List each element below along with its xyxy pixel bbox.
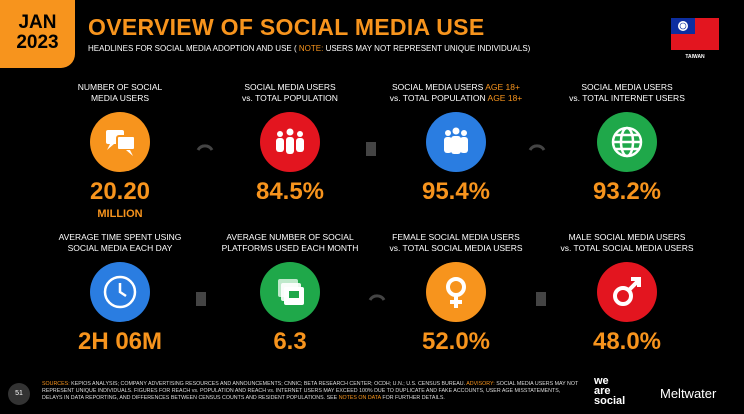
brand-we-are-social: we are social <box>594 375 626 407</box>
stat-icon <box>597 262 657 322</box>
country-label: TAIWAN <box>685 54 705 60</box>
label-text: FEMALE SOCIAL MEDIA USERS <box>392 232 520 242</box>
label-line: vs. TOTAL SOCIAL MEDIA USERS <box>371 243 541 254</box>
stat-label: AVERAGE NUMBER OF SOCIAL PLATFORMS USED E… <box>205 232 375 256</box>
label-line: SOCIAL MEDIA USERS <box>542 82 712 93</box>
brand-meltwater: Meltwater <box>660 386 717 401</box>
stat-label: SOCIAL MEDIA USERS AGE 18+ vs. TOTAL POPU… <box>371 82 541 106</box>
brand-word: social <box>594 395 626 407</box>
stat-value: 95.4% <box>421 178 491 205</box>
stat-value: 48.0% <box>592 328 662 355</box>
stat-tile: NUMBER OF SOCIAL MEDIA USERS 20.20 MILLION <box>35 82 205 220</box>
stat-label: MALE SOCIAL MEDIA USERS vs. TOTAL SOCIAL … <box>542 232 712 256</box>
stat-value: 2H 06M <box>77 328 163 355</box>
label-line: MALE SOCIAL MEDIA USERS <box>542 232 712 243</box>
stat-value: 20.20 <box>89 178 151 205</box>
text-segment: NOTE: <box>298 44 324 53</box>
stat-tile: SOCIAL MEDIA USERS vs. TOTAL POPULATION 84… <box>205 82 375 206</box>
title: OVERVIEW OF SOCIAL MEDIA USE <box>88 14 485 40</box>
brand-word: are <box>594 385 611 397</box>
date-badge: JAN 2023 <box>0 0 75 68</box>
label-text: vs. TOTAL POPULATION <box>389 93 486 103</box>
label-line: AVERAGE NUMBER OF SOCIAL <box>205 232 375 243</box>
label-accent: AGE 18+ <box>485 82 520 92</box>
label-line: MEDIA USERS <box>35 93 205 104</box>
stat-icon <box>426 112 486 172</box>
stat-label: FEMALE SOCIAL MEDIA USERS vs. TOTAL SOCIA… <box>371 232 541 256</box>
stat-tile: AVERAGE TIME SPENT USING SOCIAL MEDIA EAC… <box>35 232 205 356</box>
label-line: vs. TOTAL POPULATION <box>205 93 375 104</box>
stat-value: 93.2% <box>592 178 662 205</box>
label-text: AVERAGE TIME SPENT USING <box>58 232 182 242</box>
label-text: vs. TOTAL INTERNET USERS <box>569 93 685 103</box>
text-segment: NOTES ON DATA <box>338 395 381 401</box>
label-text: NUMBER OF SOCIAL <box>77 82 163 92</box>
stat-tile: SOCIAL MEDIA USERS vs. TOTAL INTERNET USE… <box>542 82 712 206</box>
stat-tile: SOCIAL MEDIA USERS AGE 18+ vs. TOTAL POPU… <box>371 82 541 206</box>
flag <box>671 18 719 50</box>
label-text: SOCIAL MEDIA USERS <box>581 82 673 92</box>
page-number: 51 <box>8 383 30 405</box>
stat-icon <box>260 112 320 172</box>
text-segment: SOURCES: <box>42 381 70 387</box>
label-line: PLATFORMS USED EACH MONTH <box>205 243 375 254</box>
stat-tile: AVERAGE NUMBER OF SOCIAL PLATFORMS USED E… <box>205 232 375 356</box>
label-text: MEDIA USERS <box>90 93 150 103</box>
label-line: vs. TOTAL INTERNET USERS <box>542 93 712 104</box>
stat-value: 6.3 <box>273 328 307 355</box>
badge-month: JAN <box>18 12 57 33</box>
label-accent: AGE 18+ <box>487 93 523 103</box>
label-line: FEMALE SOCIAL MEDIA USERS <box>371 232 541 243</box>
stat-label: SOCIAL MEDIA USERS vs. TOTAL POPULATION <box>205 82 375 106</box>
stat-icon <box>90 262 150 322</box>
text-segment: USERS MAY NOT REPRESENT UNIQUE INDIVIDUA… <box>325 44 531 53</box>
label-text: AVERAGE NUMBER OF SOCIAL <box>226 232 354 242</box>
brand-word: we <box>594 375 609 387</box>
stat-label: AVERAGE TIME SPENT USING SOCIAL MEDIA EAC… <box>35 232 205 256</box>
stat-unit: MILLION <box>97 208 143 220</box>
label-line: vs. TOTAL SOCIAL MEDIA USERS <box>542 243 712 254</box>
label-text: vs. TOTAL SOCIAL MEDIA USERS <box>389 243 523 253</box>
text-segment: ADVISORY: <box>466 381 495 387</box>
stat-icon <box>597 112 657 172</box>
stat-value: 52.0% <box>421 328 491 355</box>
label-line: SOCIAL MEDIA USERS AGE 18+ <box>371 82 541 93</box>
text-segment: SOCIAL MEDIA USERS MAY NOT REPRESENT UNI… <box>42 381 579 401</box>
text-segment: FOR FURTHER DETAILS. <box>382 395 445 401</box>
text-segment: HEADLINES FOR SOCIAL MEDIA ADOPTION AND … <box>88 44 297 53</box>
label-line: AVERAGE TIME SPENT USING <box>35 232 205 243</box>
label-text: SOCIAL MEDIA USERS <box>392 82 484 92</box>
stat-icon <box>260 262 320 322</box>
stat-tile: MALE SOCIAL MEDIA USERS vs. TOTAL SOCIAL … <box>542 232 712 356</box>
label-text: vs. TOTAL SOCIAL MEDIA USERS <box>560 243 694 253</box>
stat-tile: FEMALE SOCIAL MEDIA USERS vs. TOTAL SOCIA… <box>371 232 541 356</box>
label-text: vs. TOTAL POPULATION <box>242 93 338 103</box>
stat-label: NUMBER OF SOCIAL MEDIA USERS <box>35 82 205 106</box>
label-line: SOCIAL MEDIA EACH DAY <box>35 243 205 254</box>
text-segment: KEPIOS ANALYSIS; COMPANY ADVERTISING RES… <box>71 381 466 387</box>
label-text: SOCIAL MEDIA EACH DAY <box>67 243 173 253</box>
label-line: NUMBER OF SOCIAL <box>35 82 205 93</box>
stat-label: SOCIAL MEDIA USERS vs. TOTAL INTERNET USE… <box>542 82 712 106</box>
badge-year: 2023 <box>16 32 59 53</box>
label-text: PLATFORMS USED EACH MONTH <box>221 243 359 253</box>
stat-icon <box>90 112 150 172</box>
label-text: SOCIAL MEDIA USERS <box>244 82 336 92</box>
stat-value: 84.5% <box>255 178 325 205</box>
label-line: vs. TOTAL POPULATION AGE 18+ <box>371 93 541 104</box>
stat-icon <box>426 262 486 322</box>
label-text: MALE SOCIAL MEDIA USERS <box>568 232 686 242</box>
subtitle: HEADLINES FOR SOCIAL MEDIA ADOPTION AND … <box>88 44 530 53</box>
sources: SOURCES: KEPIOS ANALYSIS; COMPANY ADVERT… <box>42 381 582 402</box>
label-line: SOCIAL MEDIA USERS <box>205 82 375 93</box>
